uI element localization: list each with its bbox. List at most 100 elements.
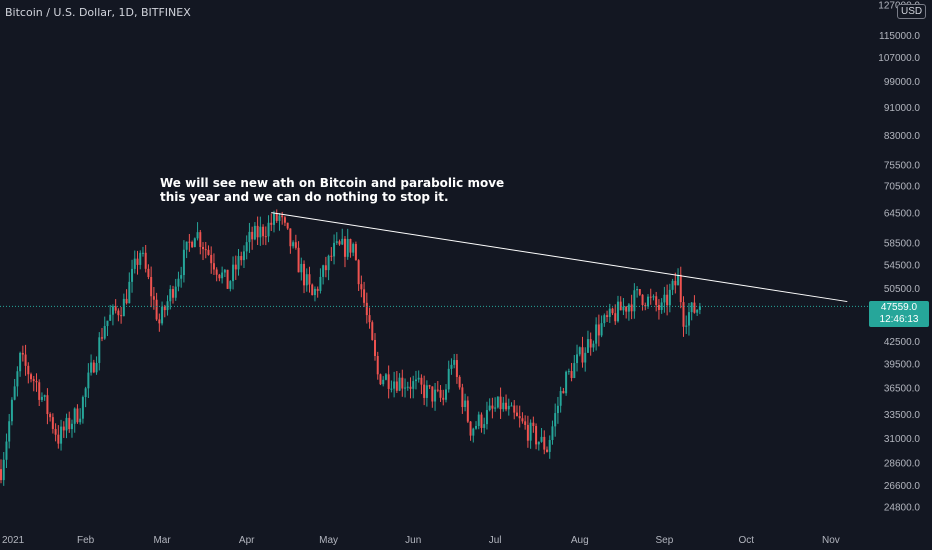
y-tick-label: 83000.0 [884, 131, 921, 142]
candle-body [633, 290, 636, 312]
candle-body [341, 238, 344, 245]
candle-body [401, 377, 404, 389]
candle-body [502, 402, 505, 410]
candle-body [65, 417, 68, 431]
candle-body [619, 301, 622, 311]
candle-body [480, 414, 483, 428]
candle-body [281, 215, 284, 218]
candle-body [584, 352, 587, 363]
candle-body [406, 386, 409, 388]
candle-body [147, 268, 150, 277]
candle-body [614, 313, 617, 322]
candle-body [35, 381, 38, 383]
time-axis[interactable]: 2021 Feb Mar Apr May Jun Jul Aug Sep Oct Nov [2, 535, 840, 546]
candle-body [485, 410, 488, 425]
candle-body [283, 217, 286, 223]
candle-body [507, 405, 510, 410]
candle-body [625, 306, 628, 312]
candle-body [565, 371, 568, 394]
candle-body [54, 428, 57, 435]
candle-body [109, 314, 112, 321]
candle-body [475, 425, 478, 429]
candle-body [357, 260, 360, 285]
candle-body [40, 396, 43, 400]
candle-body [458, 376, 461, 388]
candle-body [171, 289, 174, 298]
candle-body [657, 304, 660, 310]
candle-body [559, 391, 562, 406]
candle-body [308, 274, 311, 285]
candle-body [499, 396, 502, 410]
candle-body [242, 251, 245, 261]
candle-body [682, 302, 685, 327]
candle-body [496, 396, 499, 408]
candle-body [152, 296, 155, 300]
candle-body [120, 315, 123, 317]
candle-body [51, 417, 54, 429]
candle-body [324, 265, 327, 271]
candle-body [76, 408, 79, 423]
candle-body [444, 389, 447, 400]
candle-body [616, 301, 619, 322]
candle-body [472, 428, 475, 436]
annotation-line-1: We will see new ath on Bitcoin and parab… [160, 176, 505, 190]
chart-annotation[interactable]: We will see new ath on Bitcoin and parab… [160, 176, 504, 204]
candle-body [248, 231, 251, 243]
y-tick-label: 42500.0 [884, 337, 921, 348]
candle-body [98, 337, 101, 363]
candle-body [60, 426, 63, 444]
candle-body [442, 397, 445, 400]
candle-body [13, 386, 16, 400]
candle-body [428, 385, 431, 387]
candle-body [551, 426, 554, 441]
candle-body [196, 232, 199, 239]
candle-body [19, 352, 22, 372]
currency-badge[interactable]: USD [897, 4, 927, 19]
candle-body [677, 274, 680, 286]
candle-body [177, 278, 180, 287]
candle-body [106, 320, 109, 327]
x-tick-label: 2021 [2, 535, 25, 546]
candle-body [652, 296, 655, 298]
candle-body [125, 298, 128, 304]
candle-body [232, 264, 235, 282]
candle-body [354, 244, 357, 261]
candle-body [218, 274, 221, 279]
y-tick-label: 58500.0 [884, 239, 921, 250]
candle-body [163, 306, 166, 311]
candle-body [573, 363, 576, 378]
candle-body [278, 215, 281, 221]
candle-body [608, 308, 611, 317]
candle-body [570, 371, 573, 378]
trendline[interactable] [271, 212, 848, 303]
candle-body [455, 360, 458, 377]
x-tick-label: Apr [239, 535, 255, 546]
candle-body [439, 389, 442, 398]
annotation-line-2: this year and we can do nothing to stop … [160, 190, 449, 204]
candle-body [49, 414, 52, 418]
candle-body [327, 255, 330, 271]
candle-body [374, 339, 377, 357]
candle-body [221, 272, 224, 279]
candle-body [256, 225, 259, 238]
candle-body [363, 289, 366, 303]
candle-body [447, 368, 450, 390]
candle-body [81, 397, 84, 419]
candle-body [136, 258, 139, 265]
candle-body [638, 289, 641, 295]
candle-body [431, 386, 434, 402]
price-axis[interactable]: 127000.0115000.0107000.099000.091000.083… [878, 0, 920, 513]
candle-body [103, 326, 106, 339]
candle-body [335, 241, 338, 243]
candle-body [513, 405, 516, 413]
candle-body [515, 412, 518, 417]
last-price-tag: 47559.0 12:46:13 [869, 301, 929, 327]
candle-body [294, 242, 297, 248]
candle-body [698, 306, 701, 310]
y-tick-label: 39500.0 [884, 359, 921, 370]
candle-body [477, 414, 480, 426]
candle-body [505, 402, 508, 410]
y-tick-label: 50500.0 [884, 284, 921, 295]
candle-body [371, 322, 374, 340]
